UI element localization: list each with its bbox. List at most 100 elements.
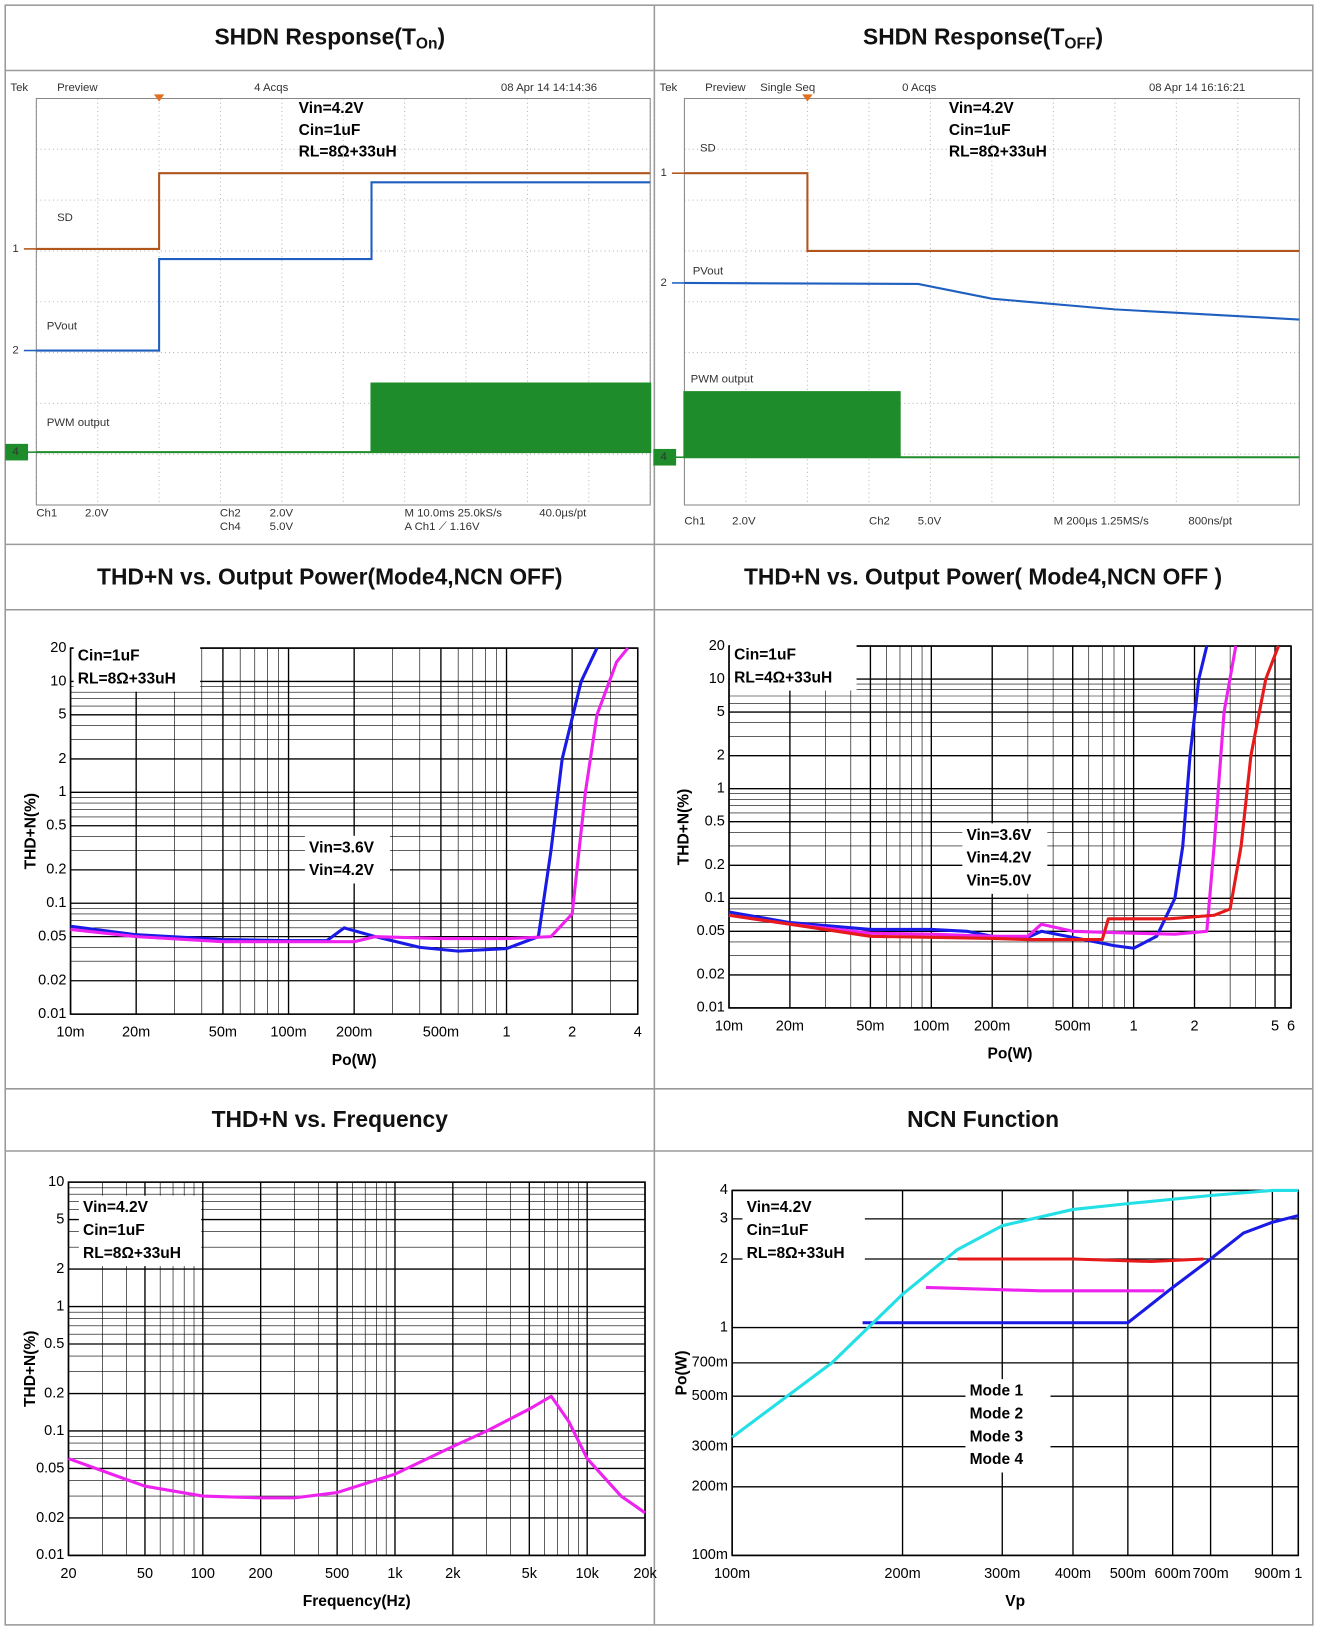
annotation: Vin=4.2V [299,100,365,117]
channel-marker: 2 [12,345,18,357]
scope-status: Single Seq [760,82,815,94]
x-tick-label: 1 [502,1025,510,1041]
y-axis-label: Po(W) [673,1350,690,1395]
y-tick-label: 10 [50,673,66,689]
y-tick-label: 0.02 [36,1510,64,1526]
y-tick-label: 0.05 [697,923,725,939]
trace-label: PVout [47,321,78,333]
scope-readout: 40.0µs/pt [539,507,587,519]
x-tick-label: 500 [325,1566,349,1582]
y-tick-label: 10 [48,1174,64,1190]
y-tick-label: 1 [58,784,66,800]
y-tick-label: 0.02 [38,973,66,989]
annotation: Vin=4.2V [949,100,1015,117]
scope-readout: M 200µs 1.25MS/s [1054,516,1150,528]
y-tick-label: 0.5 [44,1336,64,1352]
y-tick-label: 0.01 [38,1006,66,1022]
x-axis-label: Frequency(Hz) [303,1593,411,1610]
x-tick-label: 200m [336,1025,372,1041]
y-tick-label: 500m [692,1388,728,1404]
x-tick-label: 10m [715,1018,743,1034]
trace-label: PWM output [47,417,111,429]
trace-label: SD [700,142,716,154]
scope-status: Tek [10,82,28,94]
y-tick-label: 0.05 [38,928,66,944]
y-tick-label: 0.2 [44,1385,64,1401]
annotation: Cin=1uF [83,1222,145,1239]
y-tick-label: 0.2 [705,857,725,873]
legend-entry: Mode 4 [970,1451,1024,1468]
x-tick-label: 500m [1055,1018,1091,1034]
legend-entry: Mode 2 [970,1405,1024,1422]
x-tick-label: 10m [56,1025,84,1041]
page: SHDN Response(TOn) SHDN Response(TOFF) T… [0,0,1317,1628]
x-tick-label: 500m [423,1025,459,1041]
scope-readout: 5.0V [918,516,942,528]
legend-entry: Mode 1 [970,1383,1024,1400]
x-tick-label: 20k [633,1566,657,1582]
annotation: Cin=1uF [78,647,140,664]
y-tick-label: 1 [720,1319,728,1335]
y-tick-label: 4 [720,1182,728,1198]
scope-readout: Ch1 [36,507,57,519]
y-tick-label: 1 [717,780,725,796]
channel-marker: 2 [661,277,667,289]
annotation: RL=4Ω+33uH [734,669,832,686]
y-tick-label: 300m [692,1439,728,1455]
y-tick-label: 0.02 [697,967,725,983]
y-tick-label: 10 [709,671,725,687]
y-tick-label: 2 [56,1261,64,1277]
annotation: RL=8Ω+33uH [299,144,397,161]
x-tick-label: 100 [191,1566,215,1582]
x-tick-label: 500m [1110,1566,1146,1582]
x-axis-label: Po(W) [988,1046,1033,1063]
legend-entry: Mode 3 [970,1428,1024,1445]
y-tick-label: 200m [692,1479,728,1495]
y-tick-label: 100m [692,1547,728,1563]
cell-title: NCN Function [907,1106,1059,1132]
x-tick-label: 2 [568,1025,576,1041]
y-tick-label: 1 [56,1298,64,1314]
channel-marker: 1 [12,243,18,255]
x-tick-label: 200 [249,1566,273,1582]
x-tick-label: 50m [856,1018,884,1034]
annotation: Cin=1uF [949,122,1011,139]
x-axis-label: Vp [1005,1593,1025,1610]
x-tick-label: 200m [884,1566,920,1582]
legend-entry: Vin=4.2V [309,862,375,879]
cell-title: THD+N vs. Output Power(Mode4,NCN OFF) [97,564,562,590]
x-tick-label: 1 [1130,1018,1138,1034]
y-tick-label: 0.1 [44,1423,64,1439]
channel-marker: 4 [12,446,18,458]
channel-marker: 4 [661,451,667,463]
scope-status: 08 Apr 14 16:16:21 [1149,82,1245,94]
y-tick-label: 0.1 [705,890,725,906]
y-tick-label: 2 [717,747,725,763]
x-tick-label: 6 [1287,1018,1295,1034]
x-tick-label: 4 [634,1025,642,1041]
channel-marker: 1 [661,167,667,179]
y-tick-label: 0.01 [697,1000,725,1016]
x-tick-label: 5 [1271,1018,1279,1034]
y-tick-label: 3 [720,1211,728,1227]
x-tick-label: 100m [270,1025,306,1041]
scope-readout: A Ch1 ⟋ 1.16V [404,521,480,533]
legend-entry: Vin=5.0V [966,873,1032,890]
cell-title: THD+N vs. Frequency [212,1106,449,1132]
y-tick-label: 5 [58,707,66,723]
x-tick-label: 2k [445,1566,461,1582]
scope-readout: 2.0V [85,507,109,519]
scope-readout: 5.0V [270,521,294,533]
x-tick-label: 20m [122,1025,150,1041]
legend-entry: Vin=4.2V [966,850,1032,867]
y-tick-label: 20 [50,640,66,656]
x-axis-label: Po(W) [332,1052,377,1069]
y-axis-label: THD+N(%) [22,1331,39,1407]
scope-status: 0 Acqs [902,82,936,94]
y-tick-label: 2 [720,1251,728,1267]
scope-readout: 2.0V [270,507,294,519]
scope-readout: 2.0V [732,516,756,528]
x-tick-label: 200m [974,1018,1010,1034]
x-tick-label: 1 [1294,1566,1302,1582]
cell-title: SHDN Response(TOn) [214,23,445,52]
